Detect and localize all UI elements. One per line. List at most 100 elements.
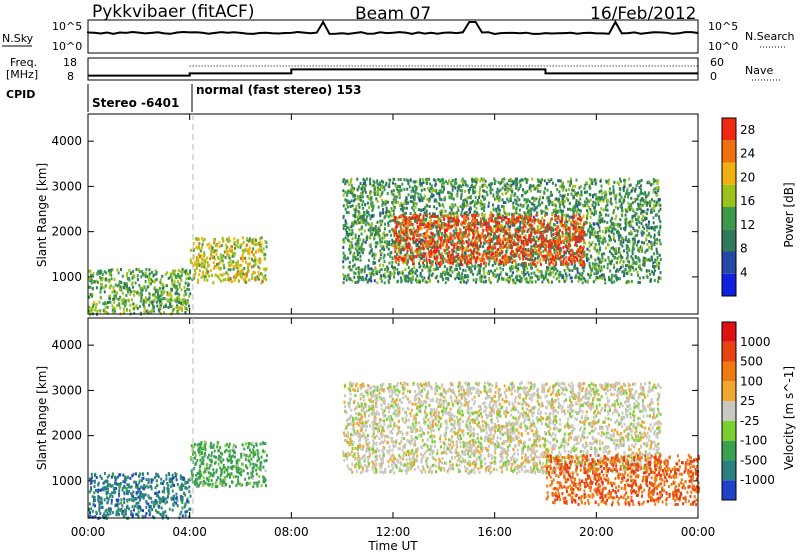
data-cell xyxy=(642,263,645,267)
data-cell xyxy=(357,251,360,255)
data-cell xyxy=(503,177,506,181)
data-cell xyxy=(99,290,102,294)
data-cell xyxy=(459,257,462,261)
data-cell xyxy=(551,266,554,270)
data-cell xyxy=(350,233,353,237)
data-cell xyxy=(599,220,602,224)
data-cell xyxy=(560,235,563,239)
data-cell xyxy=(448,191,451,195)
data-cell xyxy=(636,243,639,247)
data-cell xyxy=(594,245,597,249)
data-cell xyxy=(162,286,165,289)
data-cell xyxy=(461,177,464,181)
data-cell xyxy=(391,238,394,242)
data-cell xyxy=(596,236,599,240)
data-cell xyxy=(470,261,473,265)
data-cell xyxy=(491,271,494,275)
power-ylabel: Slant Range [km] xyxy=(35,163,49,267)
data-cell xyxy=(355,247,358,251)
data-cell xyxy=(485,261,488,265)
data-cell xyxy=(533,204,536,207)
data-cell xyxy=(496,213,499,217)
data-cell xyxy=(538,270,541,273)
data-cell xyxy=(441,203,444,207)
data-cell xyxy=(352,223,355,227)
data-cell xyxy=(624,225,627,229)
data-cell xyxy=(184,306,187,310)
data-cell xyxy=(342,224,345,227)
data-cell xyxy=(506,278,509,282)
data-cell xyxy=(498,195,501,199)
data-cell xyxy=(410,269,413,273)
data-cell xyxy=(105,271,108,275)
data-cell xyxy=(613,280,616,284)
data-cell xyxy=(615,251,618,255)
data-cell xyxy=(151,270,153,274)
data-cell xyxy=(384,215,387,219)
data-cell xyxy=(212,281,215,285)
data-cell xyxy=(584,241,587,245)
data-cell xyxy=(582,276,585,280)
data-cell xyxy=(577,254,580,258)
data-cell xyxy=(596,231,599,235)
data-cell xyxy=(96,309,99,313)
data-cell xyxy=(580,185,582,189)
data-cell xyxy=(400,222,403,226)
data-cell xyxy=(537,200,540,204)
data-cell xyxy=(571,232,574,236)
data-cell xyxy=(435,264,438,268)
data-cell xyxy=(495,195,498,199)
data-cell xyxy=(604,208,607,212)
data-cell xyxy=(423,264,426,267)
data-cell xyxy=(601,273,603,277)
data-cell xyxy=(252,240,255,244)
data-cell xyxy=(556,230,559,234)
data-cell xyxy=(362,214,365,218)
data-cell xyxy=(357,275,359,279)
data-cell xyxy=(522,265,525,268)
data-cell xyxy=(525,180,528,184)
data-cell xyxy=(565,188,568,192)
data-cell xyxy=(358,234,360,238)
data-cell xyxy=(573,204,576,208)
data-cell xyxy=(111,304,114,308)
data-cell xyxy=(360,278,363,281)
data-cell xyxy=(593,178,596,182)
data-cell xyxy=(379,183,382,187)
data-cell xyxy=(118,302,121,306)
data-cell xyxy=(627,195,630,199)
data-cell xyxy=(346,191,349,195)
data-cell xyxy=(615,193,618,197)
data-cell xyxy=(495,207,497,211)
data-cell xyxy=(397,263,400,266)
data-cell xyxy=(164,303,167,307)
data-cell xyxy=(512,201,515,205)
data-cell xyxy=(357,202,360,206)
data-cell xyxy=(376,230,379,234)
data-cell xyxy=(258,257,261,261)
data-cell xyxy=(563,253,566,257)
data-cell xyxy=(429,265,432,269)
data-cell xyxy=(612,188,615,192)
data-cell xyxy=(608,278,611,282)
data-cell xyxy=(105,311,108,315)
data-cell xyxy=(445,180,448,184)
data-cell xyxy=(573,262,576,266)
data-cell xyxy=(442,222,445,226)
data-cell xyxy=(591,203,594,207)
data-cell xyxy=(425,280,428,284)
data-cell xyxy=(399,235,402,238)
data-cell xyxy=(411,186,414,190)
data-cell xyxy=(621,256,624,260)
data-cell xyxy=(430,184,433,188)
data-cell xyxy=(123,286,126,290)
data-cell xyxy=(374,261,377,265)
data-cell xyxy=(144,271,147,275)
data-cell xyxy=(576,270,579,274)
data-cell xyxy=(650,235,653,239)
data-cell xyxy=(618,268,621,271)
data-cell xyxy=(533,187,536,191)
data-cell xyxy=(538,275,540,279)
data-cell xyxy=(362,217,365,221)
data-cell xyxy=(594,211,597,215)
